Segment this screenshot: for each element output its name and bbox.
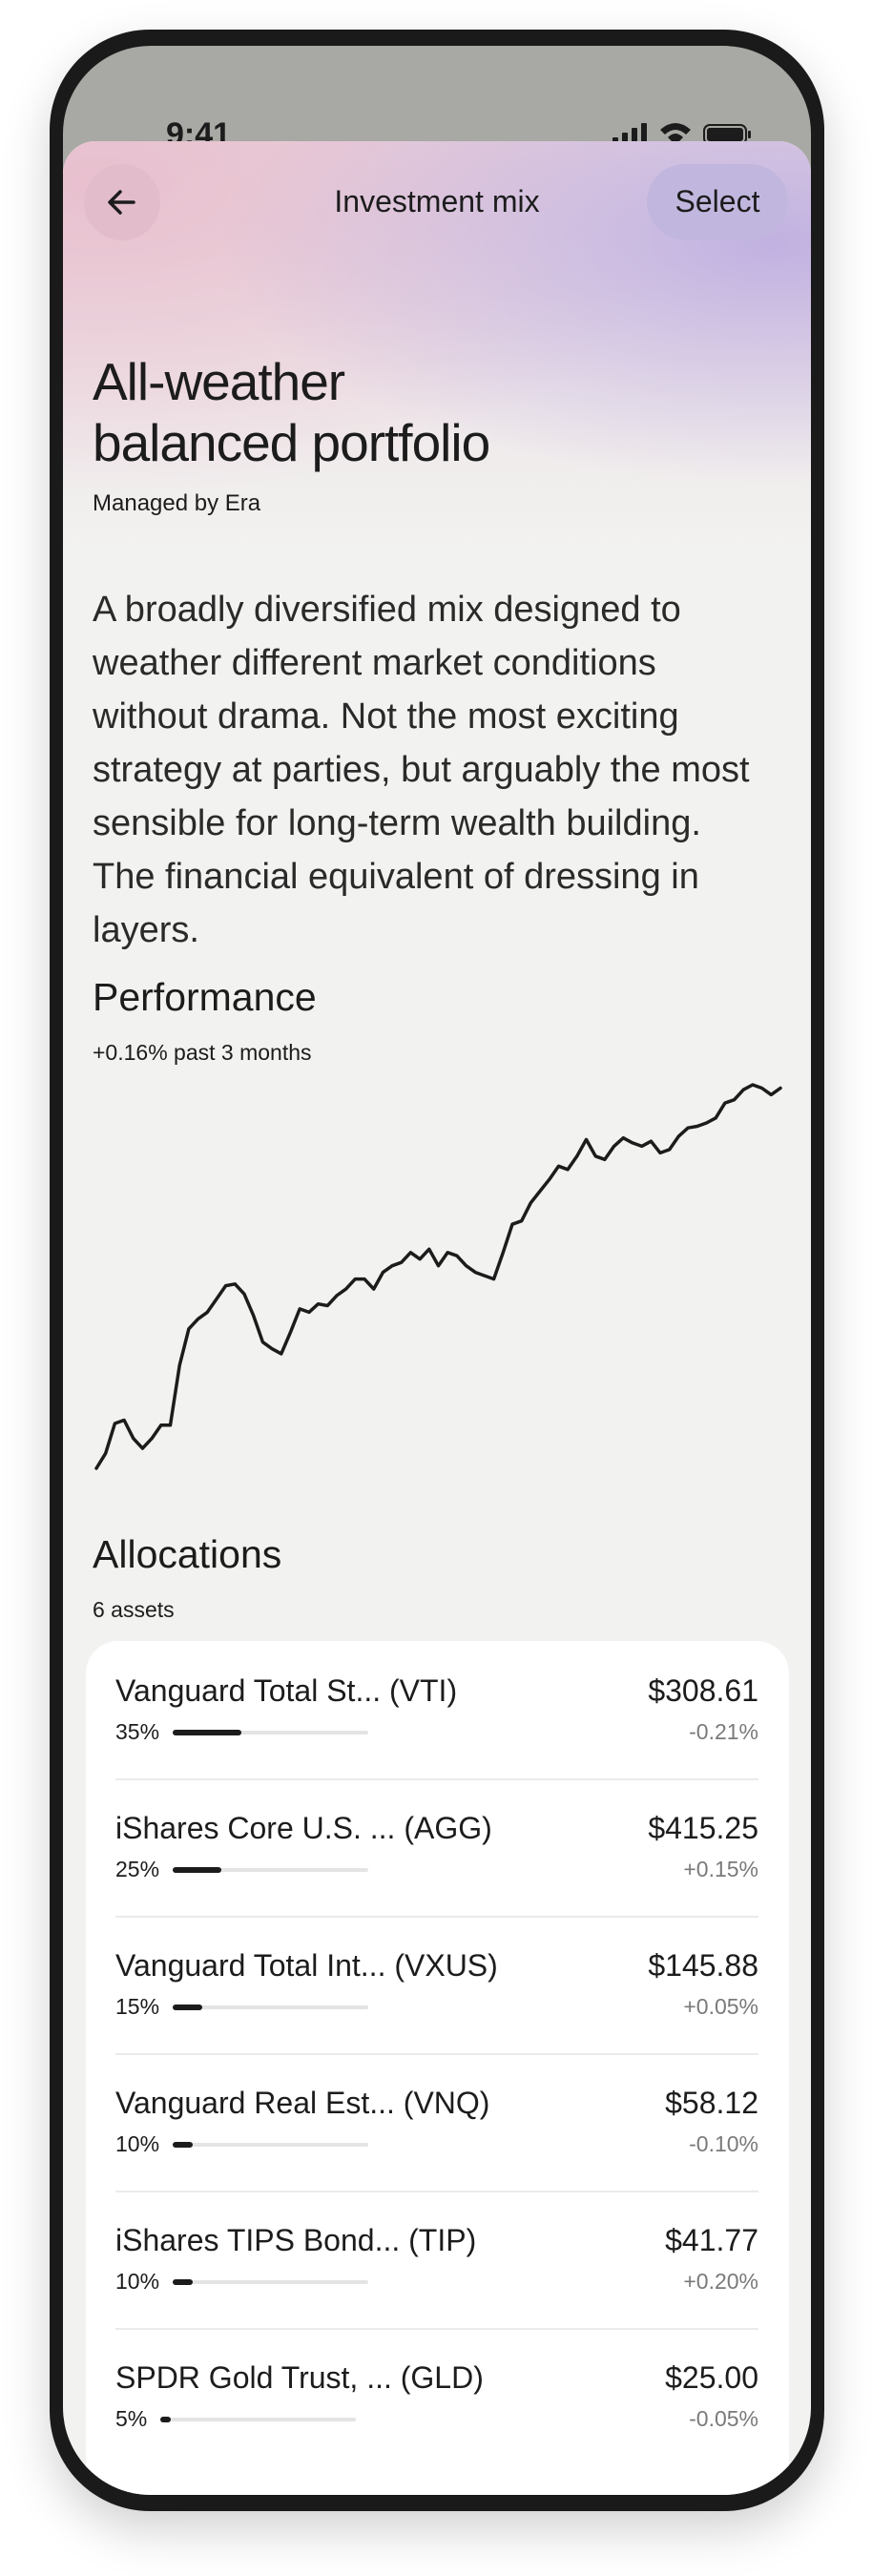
weight-label: 5% (115, 2406, 148, 2431)
manager: Managed by Era (93, 490, 261, 516)
weight-bar (173, 2004, 202, 2010)
asset-name: Vanguard Real Est... (VNQ) (115, 2086, 490, 2120)
asset-change: +0.20% (683, 2269, 758, 2294)
weight-track (160, 2416, 357, 2422)
weight-track (173, 2004, 369, 2010)
allocation-card: Vanguard Total St... (VTI) 35% $308.61 -0.2… (86, 1641, 789, 2495)
weight-bar (173, 2141, 193, 2148)
asset-change: -0.05% (689, 2406, 758, 2431)
asset-price: $25.00 (665, 2360, 758, 2395)
performance-change: +0.16% past 3 months (93, 1040, 312, 1065)
allocation-row: iShares TIPS Bond... (TIP) 10% $41.77 +0.20… (115, 2191, 758, 2330)
asset-name: Vanguard Total St... (VTI) (115, 1673, 458, 1708)
screen: 9:41 Investment mix Select All-weather b… (63, 46, 811, 2495)
allocation-row: Vanguard Total Int... (VXUS) 15% $145.88 +0… (115, 1916, 758, 2055)
title-line: balanced portfolio (93, 413, 490, 472)
asset-price: $41.77 (665, 2223, 758, 2257)
weight-bar (173, 1729, 241, 1735)
portfolio-title: All-weather balanced portfolio (93, 351, 490, 473)
asset-price: $145.88 (648, 1948, 758, 1983)
asset-change: -0.10% (689, 2131, 758, 2156)
allocation-row: Vanguard Real Est... (VNQ) 10% $58.12 -0.10… (115, 2053, 758, 2192)
section-title: Allocations (93, 1532, 282, 1576)
asset-weight: 15% (115, 1994, 369, 2020)
back-button[interactable] (84, 164, 160, 240)
back-icon (108, 190, 135, 215)
asset-price: $58.12 (665, 2086, 758, 2120)
weight-track (173, 2278, 369, 2285)
weight-track (173, 2141, 369, 2148)
weight-track (173, 1729, 369, 1735)
status-icons (612, 123, 751, 146)
asset-weight: 10% (115, 2131, 369, 2157)
asset-weight: 35% (115, 1719, 369, 1745)
allocation-row: iShares Core U.S. ... (AGG) 25% $415.25 +0.… (115, 1778, 758, 1918)
weight-track (173, 1866, 369, 1873)
asset-weight: 25% (115, 1857, 369, 1882)
asset-name: Vanguard Total Int... (VXUS) (115, 1948, 498, 1983)
asset-weight: 10% (115, 2269, 369, 2295)
asset-name: iShares Core U.S. ... (AGG) (115, 1811, 492, 1845)
content-sheet: Investment mix Select All-weather balanc… (63, 141, 811, 2495)
performance-chart (94, 1083, 782, 1470)
asset-name: SPDR Gold Trust, ... (GLD) (115, 2360, 484, 2395)
asset-change: +0.15% (683, 1857, 758, 1881)
allocation-row: SPDR Gold Trust, ... (GLD) 5% $25.00 -0.05% (115, 2328, 758, 2465)
allocation-row: Vanguard Total St... (VTI) 35% $308.61 -0.2… (115, 1641, 758, 1780)
weight-bar (173, 1866, 222, 1873)
nav-title: Investment mix (334, 184, 540, 218)
weight-label: 25% (115, 1857, 160, 1881)
select-button[interactable]: Select (647, 164, 788, 239)
title-line: All-weather (93, 352, 345, 411)
asset-change: +0.05% (683, 1994, 758, 2019)
asset-weight: 5% (115, 2406, 357, 2432)
weight-label: 35% (115, 1719, 160, 1744)
description: A broadly diversified mix designed to we… (93, 590, 750, 950)
weight-bar (173, 2278, 193, 2285)
weight-bar (160, 2416, 171, 2422)
section-title: Performance (93, 975, 317, 1019)
performance-line (94, 1083, 782, 1470)
asset-name: iShares TIPS Bond... (TIP) (115, 2223, 477, 2257)
asset-price: $308.61 (648, 1673, 758, 1708)
weight-label: 10% (115, 2131, 160, 2156)
asset-price: $415.25 (648, 1811, 758, 1845)
weight-label: 15% (115, 1994, 160, 2019)
asset-count: 6 assets (93, 1597, 175, 1622)
weight-label: 10% (115, 2269, 160, 2294)
phone-frame: 9:41 Investment mix Select All-weather b… (50, 30, 824, 2511)
asset-change: -0.21% (689, 1719, 758, 1744)
